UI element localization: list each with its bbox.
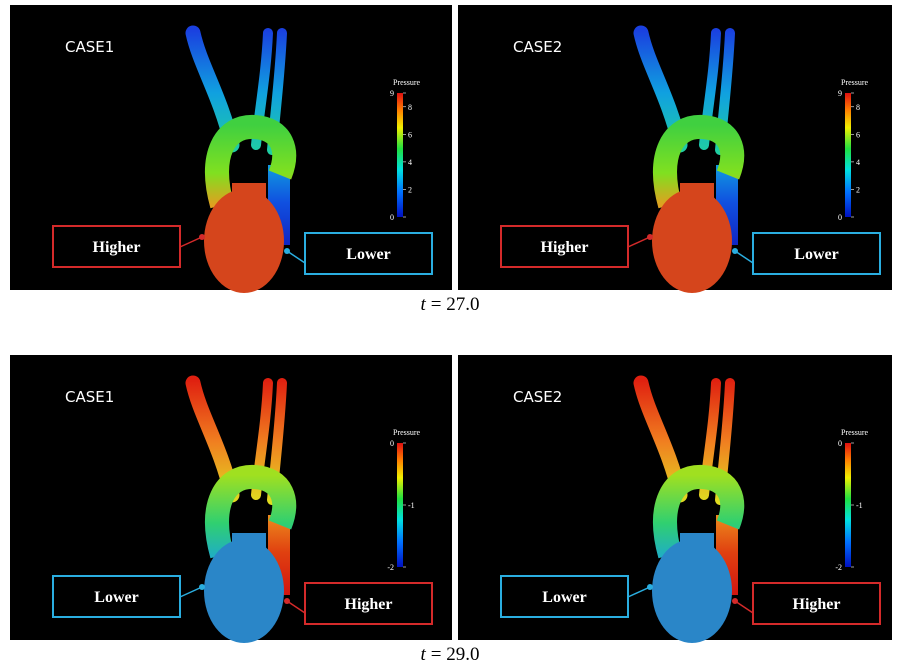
heart-top xyxy=(232,533,266,555)
callout-dot xyxy=(284,248,290,254)
callout-label: Higher xyxy=(93,239,141,256)
colorbar-tick-label: 0 xyxy=(390,213,394,222)
heart-top xyxy=(232,183,266,205)
colorbar-tick-label: -1 xyxy=(856,501,863,510)
callout-dot xyxy=(199,584,205,590)
colorbar-tick-label: 6 xyxy=(856,130,860,139)
colorbar xyxy=(397,443,403,567)
colorbar-tick-label: 0 xyxy=(390,439,394,448)
callout-dot xyxy=(647,584,653,590)
callout-dot xyxy=(199,234,205,240)
callout-dot xyxy=(284,598,290,604)
case-label: CASE1 xyxy=(65,388,114,406)
colorbar-tick-label: 9 xyxy=(390,89,394,98)
colorbar-title: Pressure xyxy=(841,78,869,87)
callout-label: Lower xyxy=(94,589,138,606)
panel: CASE1 Pressure 0 2 4 6 8 9 Higher Lower xyxy=(10,5,452,293)
colorbar-tick-label: 2 xyxy=(408,185,412,194)
caption-value: = 29.0 xyxy=(431,644,480,665)
colorbar-tick-label: 4 xyxy=(408,158,412,167)
figure: CASE1 Pressure 0 2 4 6 8 9 Higher Lower CASE2 Press… xyxy=(0,0,900,672)
case-label: CASE2 xyxy=(513,388,562,406)
colorbar xyxy=(845,443,851,567)
panel: CASE2 Pressure 0 2 4 6 8 9 Higher Lower xyxy=(458,5,892,293)
callout-label: Higher xyxy=(793,596,841,613)
callout-label: Lower xyxy=(794,246,838,263)
colorbar-tick-label: 0 xyxy=(838,439,842,448)
colorbar-title: Pressure xyxy=(393,428,421,437)
colorbar-tick-label: -2 xyxy=(387,563,394,572)
colorbar-tick-label: -1 xyxy=(408,501,415,510)
colorbar xyxy=(397,93,403,217)
colorbar-tick-label: 8 xyxy=(856,103,860,112)
case-label: CASE1 xyxy=(65,38,114,56)
case-label: CASE2 xyxy=(513,38,562,56)
caption: t= 27.0 xyxy=(421,294,480,315)
panel: CASE1 Pressure -2 -1 0 Lower Higher xyxy=(10,355,452,643)
callout-label: Lower xyxy=(542,589,586,606)
colorbar-tick-label: 6 xyxy=(408,130,412,139)
heart-top xyxy=(680,533,714,555)
colorbar-title: Pressure xyxy=(841,428,869,437)
colorbar-tick-label: -2 xyxy=(835,563,842,572)
callout-label: Higher xyxy=(541,239,589,256)
colorbar-tick-label: 0 xyxy=(838,213,842,222)
panel: CASE2 Pressure -2 -1 0 Lower Higher xyxy=(458,355,892,643)
callout-label: Lower xyxy=(346,246,390,263)
callout-dot xyxy=(732,598,738,604)
heart-top xyxy=(680,183,714,205)
caption-value: = 27.0 xyxy=(431,294,480,315)
callout-dot xyxy=(647,234,653,240)
colorbar-tick-label: 8 xyxy=(408,103,412,112)
caption-variable: t xyxy=(421,294,427,315)
colorbar-tick-label: 2 xyxy=(856,185,860,194)
caption-variable: t xyxy=(421,644,427,665)
caption: t= 29.0 xyxy=(421,644,480,665)
colorbar-tick-label: 4 xyxy=(856,158,860,167)
callout-dot xyxy=(732,248,738,254)
colorbar-title: Pressure xyxy=(393,78,421,87)
callout-label: Higher xyxy=(345,596,393,613)
colorbar xyxy=(845,93,851,217)
colorbar-tick-label: 9 xyxy=(838,89,842,98)
